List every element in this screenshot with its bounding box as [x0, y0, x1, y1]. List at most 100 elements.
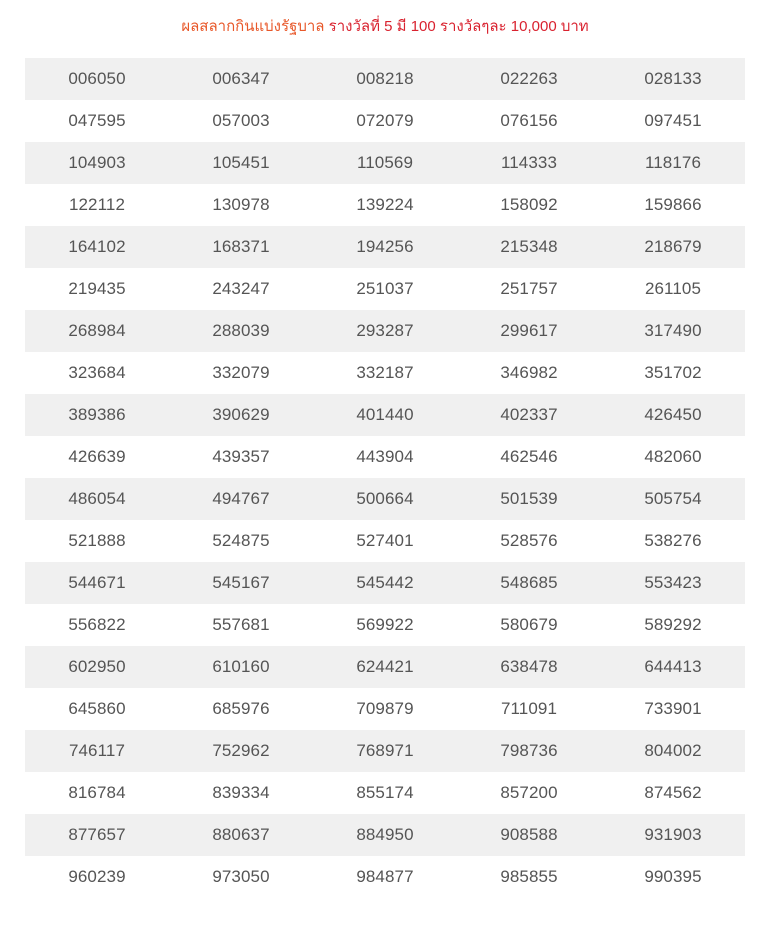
table-row: 323684 332079 332187 346982 351702 [25, 352, 745, 394]
table-row: 521888 524875 527401 528576 538276 [25, 520, 745, 562]
table-row: 486054 494767 500664 501539 505754 [25, 478, 745, 520]
prize-number: 164102 [68, 237, 126, 256]
prize-number: 268984 [68, 321, 126, 340]
prize-number: 931903 [644, 825, 702, 844]
prize-number: 580679 [500, 615, 558, 634]
prize-number: 323684 [68, 363, 126, 382]
prize-number: 486054 [68, 489, 126, 508]
table-row: 104903 105451 110569 114333 118176 [25, 142, 745, 184]
prize-number: 589292 [644, 615, 702, 634]
prize-number: 985855 [500, 867, 558, 886]
prize-number: 711091 [500, 699, 558, 718]
prize-number: 443904 [356, 447, 414, 466]
table-row: 960239 973050 984877 985855 990395 [25, 856, 745, 898]
table-row: 047595 057003 072079 076156 097451 [25, 100, 745, 142]
prize-number: 544671 [68, 573, 126, 592]
prize-number: 105451 [212, 153, 270, 172]
prize-number: 645860 [68, 699, 126, 718]
prize-number: 439357 [212, 447, 270, 466]
prize-number: 857200 [500, 783, 558, 802]
prize-number: 389386 [68, 405, 126, 424]
prize-number: 602950 [68, 657, 126, 676]
prize-number: 462546 [500, 447, 558, 466]
prize-number: 159866 [644, 195, 702, 214]
table-row: 746117 752962 768971 798736 804002 [25, 730, 745, 772]
prize-number: 644413 [644, 657, 702, 676]
prize-number: 028133 [644, 69, 702, 88]
table-row: 122112 130978 139224 158092 159866 [25, 184, 745, 226]
table-row: 602950 610160 624421 638478 644413 [25, 646, 745, 688]
prize-number: 984877 [356, 867, 414, 886]
prize-number: 072079 [356, 111, 414, 130]
prize-number: 527401 [356, 531, 414, 550]
prize-number: 874562 [644, 783, 702, 802]
prize-number: 557681 [212, 615, 270, 634]
prize-number: 884950 [356, 825, 414, 844]
prize-number: 390629 [212, 405, 270, 424]
prize-number: 501539 [500, 489, 558, 508]
prize-number: 569922 [356, 615, 414, 634]
prize-number: 426639 [68, 447, 126, 466]
prize-number: 288039 [212, 321, 270, 340]
prize-number: 130978 [212, 195, 270, 214]
prize-number: 482060 [644, 447, 702, 466]
prize-number: 402337 [500, 405, 558, 424]
prize-number: 022263 [500, 69, 558, 88]
prize-number: 494767 [212, 489, 270, 508]
prize-number: 908588 [500, 825, 558, 844]
prize-number: 047595 [68, 111, 126, 130]
prize-number: 158092 [500, 195, 558, 214]
prize-number: 122112 [68, 195, 126, 214]
table-row: 219435 243247 251037 251757 261105 [25, 268, 745, 310]
prize-number: 855174 [356, 783, 414, 802]
prize-number: 538276 [644, 531, 702, 550]
prize-number: 057003 [212, 111, 270, 130]
prize-number: 556822 [68, 615, 126, 634]
prize-number: 545442 [356, 573, 414, 592]
prize-number: 008218 [356, 69, 414, 88]
table-row: 268984 288039 293287 299617 317490 [25, 310, 745, 352]
prize-number: 752962 [212, 741, 270, 760]
table-row: 645860 685976 709879 711091 733901 [25, 688, 745, 730]
prize-number: 332187 [356, 363, 414, 382]
prize-number: 317490 [644, 321, 702, 340]
prize-number: 768971 [356, 741, 414, 760]
prize-number: 960239 [68, 867, 126, 886]
prize-number: 624421 [356, 657, 414, 676]
prize-number: 880637 [212, 825, 270, 844]
prize-number: 351702 [644, 363, 702, 382]
prize-number: 332079 [212, 363, 270, 382]
prize-number: 110569 [356, 153, 414, 172]
prize-number: 251757 [500, 279, 558, 298]
prize-number: 168371 [212, 237, 270, 256]
prize-number: 139224 [356, 195, 414, 214]
prize-number: 426450 [644, 405, 702, 424]
prize-number: 610160 [212, 657, 270, 676]
prize-number: 299617 [500, 321, 558, 340]
prize-number: 401440 [356, 405, 414, 424]
prize-number: 990395 [644, 867, 702, 886]
page-title: ผลสลากกินแบ่งรัฐบาล รางวัลที่ 5 มี 100 ร… [0, 17, 761, 37]
prize-number: 685976 [212, 699, 270, 718]
prize-number: 877657 [68, 825, 126, 844]
prize-number: 798736 [500, 741, 558, 760]
prize-number: 006050 [68, 69, 126, 88]
prize-number: 118176 [644, 153, 702, 172]
table-row: 426639 439357 443904 462546 482060 [25, 436, 745, 478]
table-row: 556822 557681 569922 580679 589292 [25, 604, 745, 646]
prize-number: 114333 [500, 153, 558, 172]
prize-number: 553423 [644, 573, 702, 592]
prize-number: 804002 [644, 741, 702, 760]
table-row: 877657 880637 884950 908588 931903 [25, 814, 745, 856]
prize-number: 709879 [356, 699, 414, 718]
prize-number: 219435 [68, 279, 126, 298]
prize-number: 548685 [500, 573, 558, 592]
prize-number: 545167 [212, 573, 270, 592]
prize-number: 261105 [644, 279, 702, 298]
prize-number: 293287 [356, 321, 414, 340]
prize-number: 816784 [68, 783, 126, 802]
table-row: 544671 545167 545442 548685 553423 [25, 562, 745, 604]
prize-number: 505754 [644, 489, 702, 508]
prize-number: 524875 [212, 531, 270, 550]
prize-numbers-table: 006050 006347 008218 022263 028133 047595 0570… [25, 58, 745, 898]
